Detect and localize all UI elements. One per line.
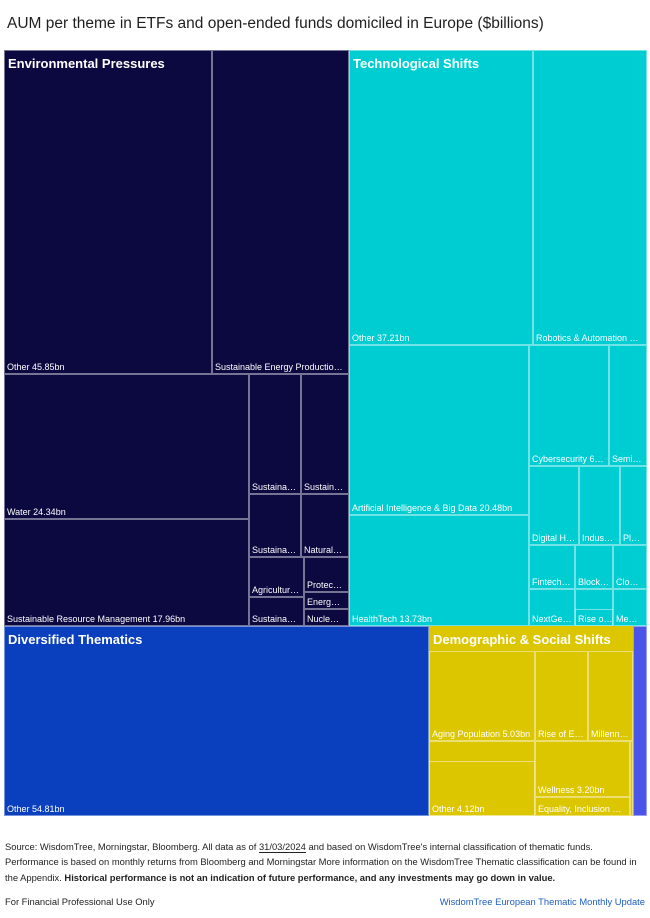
tile-label: Sustaina… — [252, 545, 296, 555]
tile-label: Other 54.81bn — [7, 804, 65, 814]
treemap-tile[interactable] — [533, 50, 647, 345]
treemap-tile[interactable] — [575, 545, 613, 589]
treemap-tile[interactable] — [529, 545, 575, 589]
treemap-tile[interactable] — [304, 592, 349, 609]
tile-label: Other 45.85bn — [7, 362, 65, 372]
group-diversified-thematics: Other 54.81bn Diversified Thematics — [4, 626, 429, 816]
tile-label: Clo… — [616, 577, 639, 587]
treemap-tile[interactable] — [579, 466, 620, 545]
treemap-tile[interactable] — [4, 519, 249, 626]
treemap-tile[interactable] — [535, 741, 630, 797]
treemap-tile[interactable] — [429, 761, 535, 816]
treemap-tile[interactable] — [575, 609, 613, 626]
chart-title: AUM per theme in ETFs and open-ended fun… — [7, 15, 544, 32]
treemap-tile[interactable] — [349, 345, 529, 515]
tile-label: NextGe… — [532, 614, 572, 624]
tile-label: Indus… — [582, 533, 613, 543]
treemap-tile[interactable] — [588, 651, 633, 741]
treemap-tile[interactable] — [529, 466, 579, 545]
treemap-tile[interactable] — [529, 589, 575, 626]
footnote: Source: WisdomTree, Morningstar, Bloombe… — [5, 839, 645, 885]
footnote-source-cont: and based on WisdomTree's internal class… — [5, 841, 637, 883]
tile-label: Sustainable Resource Management 17.96bn — [7, 614, 185, 624]
tile-label: Agricultur… — [252, 585, 299, 595]
group-title: Environmental Pressures — [8, 56, 165, 71]
treemap-tile[interactable] — [613, 589, 647, 626]
footnote-date: 31/03/2024 — [258, 841, 306, 853]
treemap-tile[interactable] — [301, 374, 349, 494]
treemap-tile[interactable] — [630, 741, 633, 816]
treemap-tile[interactable] — [620, 466, 647, 545]
footer-left: For Financial Professional Use Only — [5, 896, 155, 907]
tile-label: Block… — [578, 577, 609, 587]
group-title: Demographic & Social Shifts — [433, 632, 611, 647]
tile-label: Energ… — [307, 597, 340, 607]
treemap-tile[interactable] — [529, 345, 609, 466]
tile-label: Rise o… — [578, 614, 613, 624]
treemap-tile[interactable] — [304, 609, 349, 626]
treemap-tile[interactable] — [609, 345, 647, 466]
treemap-tile[interactable] — [613, 545, 647, 589]
treemap-tile[interactable] — [349, 50, 533, 345]
treemap-tile[interactable] — [249, 494, 301, 557]
tile-label: HealthTech 13.73bn — [352, 614, 432, 624]
group-title: Diversified Thematics — [8, 632, 142, 647]
tile-label: Artificial Intelligence & Big Data 20.48… — [352, 503, 512, 513]
treemap-tile[interactable] — [249, 374, 301, 494]
tile-label: Pl… — [623, 533, 640, 543]
treemap-tile[interactable] — [349, 515, 529, 626]
tile-label: Sustainable Energy Productio… — [215, 362, 343, 372]
group-title: Technological Shifts — [353, 56, 479, 71]
tile-label: Robotics & Automation … — [536, 333, 639, 343]
treemap-tile[interactable] — [4, 626, 429, 816]
group-environmental-pressures: Other 45.85bn Sustainable Energy Producti… — [4, 50, 349, 626]
tile-label: Millenn… — [591, 729, 629, 739]
tile-label: Semi… — [612, 454, 642, 464]
footer-right: WisdomTree European Thematic Monthly Upd… — [439, 896, 645, 907]
tile-label: Digital H… — [532, 533, 575, 543]
footnote-source: Source: WisdomTree, Morningstar, Bloombe… — [5, 841, 259, 852]
tile-label: Nucle… — [307, 614, 339, 624]
tile-label: Fintech… — [532, 577, 571, 587]
footnote-disclaimer: Historical performance is not an indicat… — [64, 871, 556, 883]
tile-label: Wellness 3.20bn — [538, 785, 604, 795]
tile-label: Other 4.12bn — [432, 804, 485, 814]
treemap-tile[interactable] — [249, 597, 304, 626]
tile-label: Cybersecurity 6… — [532, 454, 604, 464]
treemap-tile[interactable] — [633, 626, 647, 816]
treemap-tile[interactable] — [249, 557, 304, 597]
treemap-tile[interactable] — [535, 651, 588, 741]
tile-label: Equality, Inclusion … — [538, 804, 621, 814]
treemap-tile[interactable] — [4, 50, 212, 374]
tile-label: Natural… — [304, 545, 342, 555]
tile-label: Me… — [616, 614, 638, 624]
group-demographic-social-shifts: Aging Population 5.03bn Rise of E… Millenn… — [429, 626, 633, 816]
treemap-tile[interactable] — [212, 50, 349, 374]
treemap-tile[interactable] — [4, 374, 249, 519]
tile-label: Aging Population 5.03bn — [432, 729, 530, 739]
treemap-tile[interactable] — [301, 494, 349, 557]
tile-label: Protec… — [307, 580, 342, 590]
treemap-tile[interactable] — [535, 797, 630, 816]
tile-label: Water 24.34bn — [7, 507, 66, 517]
tile-label: Sustaina… — [252, 482, 296, 492]
tile-label: Sustaina… — [252, 614, 296, 624]
treemap-tile[interactable] — [429, 651, 535, 741]
tile-label: Other 37.21bn — [352, 333, 410, 343]
treemap-tile[interactable] — [304, 557, 349, 592]
group-technological-shifts: Other 37.21bn Robotics & Automation … Arti… — [349, 50, 647, 626]
group-unnamed — [633, 626, 647, 816]
tile-label: Sustain… — [304, 482, 343, 492]
tile-label: Rise of E… — [538, 729, 584, 739]
